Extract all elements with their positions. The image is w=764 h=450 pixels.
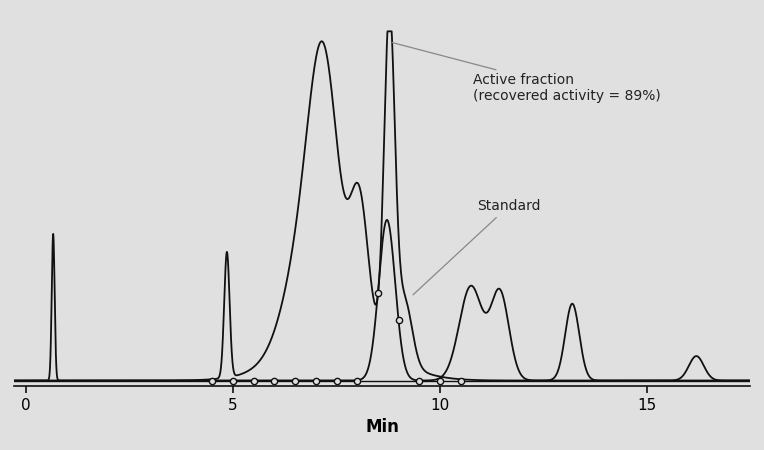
X-axis label: Min: Min: [365, 418, 399, 436]
Text: Standard: Standard: [413, 199, 541, 295]
Text: Active fraction
(recovered activity = 89%): Active fraction (recovered activity = 89…: [392, 43, 661, 104]
